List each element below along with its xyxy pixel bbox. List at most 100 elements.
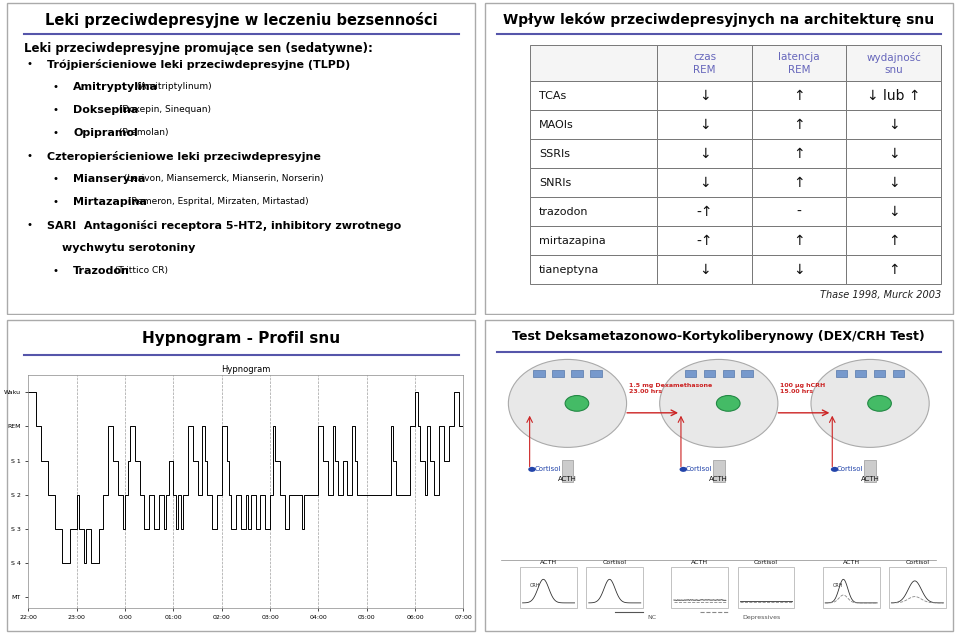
Circle shape bbox=[565, 396, 588, 411]
FancyBboxPatch shape bbox=[847, 139, 941, 168]
FancyBboxPatch shape bbox=[590, 370, 602, 377]
Text: ↑: ↑ bbox=[793, 176, 804, 190]
FancyBboxPatch shape bbox=[530, 226, 658, 255]
FancyArrow shape bbox=[562, 460, 573, 482]
Text: Test Deksametazonowo-Kortykoliberynowy (DEX/CRH Test): Test Deksametazonowo-Kortykoliberynowy (… bbox=[513, 330, 925, 342]
Text: •: • bbox=[52, 105, 59, 115]
FancyBboxPatch shape bbox=[836, 370, 848, 377]
Text: mirtazapina: mirtazapina bbox=[540, 236, 606, 245]
FancyBboxPatch shape bbox=[752, 139, 847, 168]
FancyBboxPatch shape bbox=[530, 255, 658, 284]
Text: Leki przeciwdepresyjne promujące sen (sedatywne):: Leki przeciwdepresyjne promujące sen (se… bbox=[24, 42, 372, 55]
Text: ↓ lub ↑: ↓ lub ↑ bbox=[867, 89, 921, 103]
Text: ↓: ↓ bbox=[793, 262, 804, 276]
FancyBboxPatch shape bbox=[658, 255, 752, 284]
Text: ACTH: ACTH bbox=[540, 560, 557, 565]
FancyBboxPatch shape bbox=[752, 226, 847, 255]
FancyBboxPatch shape bbox=[847, 168, 941, 197]
FancyBboxPatch shape bbox=[823, 567, 879, 607]
Text: Thase 1998, Murck 2003: Thase 1998, Murck 2003 bbox=[820, 290, 941, 300]
FancyBboxPatch shape bbox=[741, 370, 753, 377]
FancyBboxPatch shape bbox=[7, 320, 475, 631]
Text: •: • bbox=[52, 174, 59, 184]
Circle shape bbox=[868, 396, 892, 411]
Text: (Pramolan): (Pramolan) bbox=[116, 128, 169, 137]
Text: ↓: ↓ bbox=[699, 89, 710, 103]
Text: Cortisol: Cortisol bbox=[603, 560, 627, 565]
FancyBboxPatch shape bbox=[752, 81, 847, 110]
Text: ACTH: ACTH bbox=[691, 560, 708, 565]
Text: •: • bbox=[52, 266, 59, 276]
FancyBboxPatch shape bbox=[658, 45, 752, 81]
Text: ↑: ↑ bbox=[888, 233, 900, 248]
FancyBboxPatch shape bbox=[752, 197, 847, 226]
Text: Trazodon: Trazodon bbox=[73, 266, 131, 276]
FancyBboxPatch shape bbox=[530, 197, 658, 226]
Text: (Lerivon, Miansemerck, Mianserin, Norserin): (Lerivon, Miansemerck, Mianserin, Norser… bbox=[121, 174, 324, 183]
FancyBboxPatch shape bbox=[520, 567, 577, 607]
Text: TCAs: TCAs bbox=[540, 91, 566, 101]
Text: Wpływ leków przeciwdepresyjnych na architekturę snu: Wpływ leków przeciwdepresyjnych na archi… bbox=[503, 12, 934, 27]
FancyBboxPatch shape bbox=[530, 139, 658, 168]
Text: (Remeron, Esprital, Mirzaten, Mirtastad): (Remeron, Esprital, Mirzaten, Mirtastad) bbox=[125, 197, 309, 206]
Text: SNRIs: SNRIs bbox=[540, 178, 571, 188]
FancyBboxPatch shape bbox=[587, 567, 643, 607]
Text: Cortisol: Cortisol bbox=[905, 560, 929, 565]
Text: ↓: ↓ bbox=[888, 146, 900, 161]
Text: wychwytu serotoniny: wychwytu serotoniny bbox=[61, 243, 195, 253]
FancyBboxPatch shape bbox=[534, 370, 544, 377]
FancyBboxPatch shape bbox=[530, 81, 658, 110]
Text: MAOIs: MAOIs bbox=[540, 120, 574, 130]
Text: wydajność
snu: wydajność snu bbox=[866, 51, 922, 75]
Text: -↑: -↑ bbox=[696, 205, 712, 219]
FancyBboxPatch shape bbox=[658, 139, 752, 168]
Text: ACTH: ACTH bbox=[861, 476, 879, 482]
Text: ACTH: ACTH bbox=[709, 476, 729, 482]
Text: •: • bbox=[26, 60, 32, 69]
Text: trazodon: trazodon bbox=[540, 207, 588, 217]
Circle shape bbox=[680, 467, 687, 472]
FancyBboxPatch shape bbox=[658, 110, 752, 139]
FancyBboxPatch shape bbox=[485, 3, 953, 314]
FancyBboxPatch shape bbox=[847, 255, 941, 284]
Text: ↓: ↓ bbox=[699, 146, 710, 161]
Text: CRH: CRH bbox=[832, 583, 843, 588]
FancyBboxPatch shape bbox=[874, 370, 885, 377]
Text: Cortisol: Cortisol bbox=[535, 467, 561, 472]
Text: latencja
REM: latencja REM bbox=[779, 52, 820, 75]
FancyBboxPatch shape bbox=[530, 110, 658, 139]
FancyBboxPatch shape bbox=[752, 110, 847, 139]
Text: (Trittico CR): (Trittico CR) bbox=[111, 266, 168, 275]
Text: Opipramol: Opipramol bbox=[73, 128, 138, 138]
FancyBboxPatch shape bbox=[723, 370, 733, 377]
Text: tianeptyna: tianeptyna bbox=[540, 264, 599, 275]
FancyBboxPatch shape bbox=[893, 370, 904, 377]
Text: •: • bbox=[52, 128, 59, 138]
Text: ↑: ↑ bbox=[888, 262, 900, 276]
Text: Depressives: Depressives bbox=[742, 616, 780, 621]
FancyBboxPatch shape bbox=[671, 567, 729, 607]
Text: Amitryptylina: Amitryptylina bbox=[73, 82, 158, 93]
Text: •: • bbox=[26, 151, 32, 161]
Text: czas
REM: czas REM bbox=[693, 52, 716, 75]
Text: •: • bbox=[52, 197, 59, 207]
FancyBboxPatch shape bbox=[752, 168, 847, 197]
Text: Leki przeciwdepresyjne w leczeniu bezsenności: Leki przeciwdepresyjne w leczeniu bezsen… bbox=[45, 12, 438, 29]
Text: NC: NC bbox=[648, 616, 657, 621]
FancyBboxPatch shape bbox=[847, 81, 941, 110]
FancyBboxPatch shape bbox=[552, 370, 564, 377]
Text: SSRIs: SSRIs bbox=[540, 149, 570, 158]
Text: SARI  Antagoniści receptora 5-HT2, inhibitory zwrotnego: SARI Antagoniści receptora 5-HT2, inhibi… bbox=[47, 220, 401, 231]
FancyBboxPatch shape bbox=[571, 370, 583, 377]
Text: Trójpierścieniowe leki przeciwdepresyjne (TLPD): Trójpierścieniowe leki przeciwdepresyjne… bbox=[47, 60, 350, 70]
Text: ACTH: ACTH bbox=[843, 560, 860, 565]
Circle shape bbox=[830, 467, 838, 472]
Text: CRH: CRH bbox=[530, 583, 540, 588]
FancyBboxPatch shape bbox=[847, 110, 941, 139]
Ellipse shape bbox=[660, 359, 778, 448]
Text: •: • bbox=[26, 220, 32, 230]
Text: ↓: ↓ bbox=[699, 262, 710, 276]
FancyBboxPatch shape bbox=[855, 370, 866, 377]
Text: ↓: ↓ bbox=[888, 118, 900, 132]
FancyBboxPatch shape bbox=[658, 226, 752, 255]
